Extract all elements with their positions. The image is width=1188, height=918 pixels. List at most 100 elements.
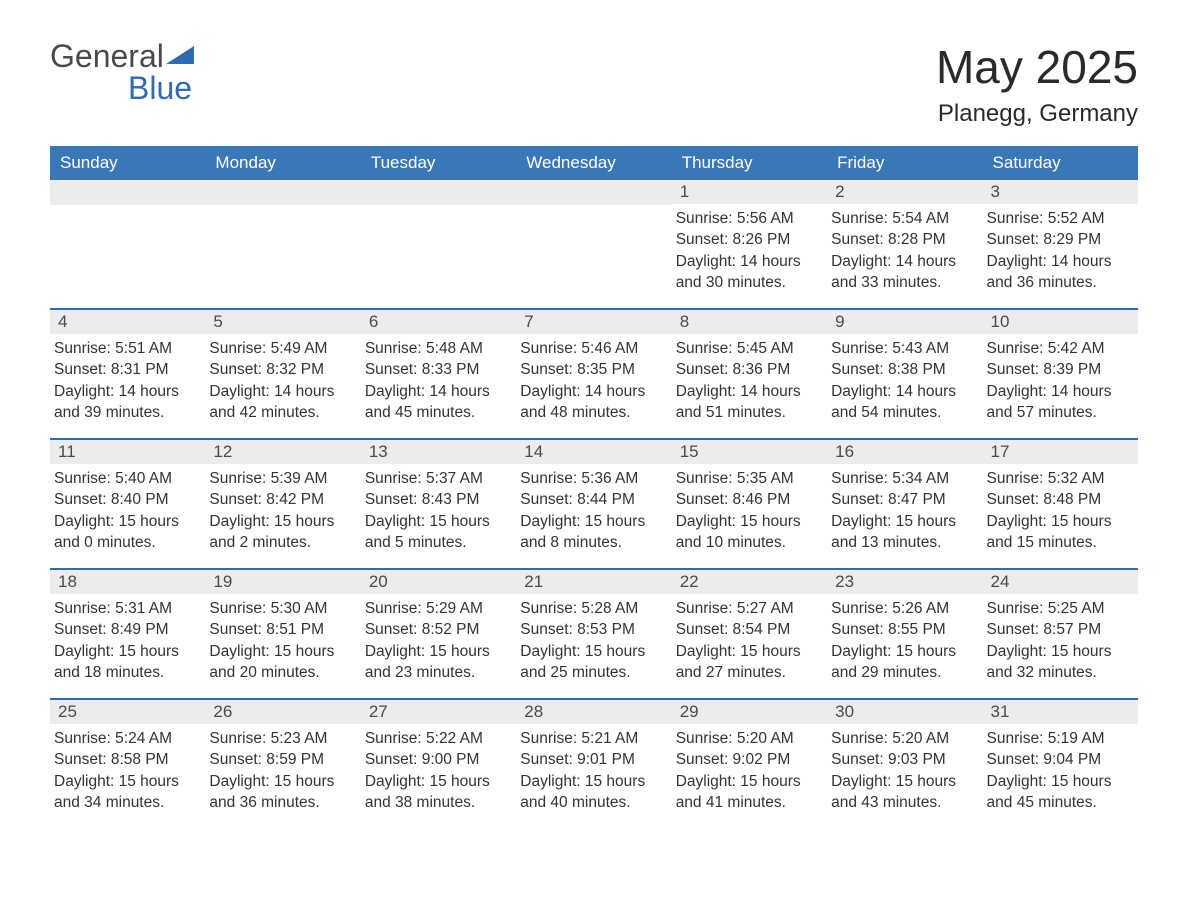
sunrise-text: Sunrise: 5:32 AM bbox=[987, 468, 1130, 489]
daylight-text: Daylight: 15 hours and 29 minutes. bbox=[831, 641, 974, 684]
day-details: Sunrise: 5:23 AMSunset: 8:59 PMDaylight:… bbox=[205, 724, 360, 824]
week-row: 11 Sunrise: 5:40 AMSunset: 8:40 PM Dayligh… bbox=[50, 438, 1138, 568]
sunrise-text: Sunrise: 5:46 AM bbox=[520, 338, 663, 359]
logo-triangle-icon bbox=[166, 44, 196, 71]
day-details: Sunrise: 5:21 AMSunset: 9:01 PMDaylight:… bbox=[516, 724, 671, 824]
sunset-text: Sunset: 9:01 PM bbox=[520, 749, 663, 770]
day-number: 20 bbox=[361, 570, 516, 594]
week-row: 1Sunrise: 5:56 AMSunset: 8:26 PMDaylight… bbox=[50, 180, 1138, 308]
week-row: 25Sunrise: 5:24 AMSunset: 8:58 PMDayligh… bbox=[50, 698, 1138, 828]
day-number: 7 bbox=[516, 310, 671, 334]
sunrise-text: Sunrise: 5:20 AM bbox=[676, 728, 819, 749]
day-number: 8 bbox=[672, 310, 827, 334]
day-number: 21 bbox=[516, 570, 671, 594]
daylight-text: Daylight: 14 hours and 30 minutes. bbox=[676, 251, 819, 294]
day-number: 16 bbox=[827, 440, 982, 464]
month-title: May 2025 bbox=[936, 40, 1138, 94]
day-details: Sunrise: 5:20 AMSunset: 9:02 PMDaylight:… bbox=[672, 724, 827, 824]
daylight-text: Daylight: 15 hours and 8 minutes. bbox=[520, 511, 663, 554]
daylight-text: Daylight: 15 hours and 18 minutes. bbox=[54, 641, 197, 684]
day-cell: 19Sunrise: 5:30 AMSunset: 8:51 PMDayligh… bbox=[205, 570, 360, 698]
day-number: 11 bbox=[50, 440, 205, 464]
day-cell: 17Sunrise: 5:32 AMSunset: 8:48 PMDayligh… bbox=[983, 440, 1138, 568]
day-number: 9 bbox=[827, 310, 982, 334]
sunset-text: Sunset: 8:42 PM bbox=[209, 489, 352, 510]
day-details: Sunrise: 5:48 AMSunset: 8:33 PMDaylight:… bbox=[361, 334, 516, 434]
sunrise-text: Sunrise: 5:45 AM bbox=[676, 338, 819, 359]
daylight-text: Daylight: 15 hours and 38 minutes. bbox=[365, 771, 508, 814]
day-cell: 27Sunrise: 5:22 AMSunset: 9:00 PMDayligh… bbox=[361, 700, 516, 828]
day-number: 19 bbox=[205, 570, 360, 594]
sunrise-text: Sunrise: 5:42 AM bbox=[987, 338, 1130, 359]
day-cell: 20Sunrise: 5:29 AMSunset: 8:52 PMDayligh… bbox=[361, 570, 516, 698]
day-cell: 31Sunrise: 5:19 AMSunset: 9:04 PMDayligh… bbox=[983, 700, 1138, 828]
day-of-week-header: Sunday Monday Tuesday Wednesday Thursday… bbox=[50, 146, 1138, 180]
title-block: May 2025 Planegg, Germany bbox=[936, 40, 1138, 128]
sunrise-text: Sunrise: 5:35 AM bbox=[676, 468, 819, 489]
day-cell: 30Sunrise: 5:20 AMSunset: 9:03 PMDayligh… bbox=[827, 700, 982, 828]
day-number bbox=[205, 180, 360, 205]
day-cell: 2Sunrise: 5:54 AMSunset: 8:28 PMDaylight… bbox=[827, 180, 982, 308]
day-details: Sunrise: 5:37 AMSunset: 8:43 PMDaylight:… bbox=[361, 464, 516, 564]
day-details: Sunrise: 5:24 AMSunset: 8:58 PMDaylight:… bbox=[50, 724, 205, 824]
daylight-text: Daylight: 15 hours and 13 minutes. bbox=[831, 511, 974, 554]
sunset-text: Sunset: 8:40 PM bbox=[54, 489, 197, 510]
dow-sunday: Sunday bbox=[50, 146, 205, 180]
dow-thursday: Thursday bbox=[672, 146, 827, 180]
day-number: 29 bbox=[672, 700, 827, 724]
day-cell: 11Sunrise: 5:40 AMSunset: 8:40 PMDayligh… bbox=[50, 440, 205, 568]
sunset-text: Sunset: 8:54 PM bbox=[676, 619, 819, 640]
sunrise-text: Sunrise: 5:21 AM bbox=[520, 728, 663, 749]
day-number: 24 bbox=[983, 570, 1138, 594]
daylight-text: Daylight: 15 hours and 15 minutes. bbox=[987, 511, 1130, 554]
day-cell: 26Sunrise: 5:23 AMSunset: 8:59 PMDayligh… bbox=[205, 700, 360, 828]
day-details: Sunrise: 5:46 AMSunset: 8:35 PMDaylight:… bbox=[516, 334, 671, 434]
day-cell: 15Sunrise: 5:35 AMSunset: 8:46 PMDayligh… bbox=[672, 440, 827, 568]
daylight-text: Daylight: 15 hours and 36 minutes. bbox=[209, 771, 352, 814]
daylight-text: Daylight: 15 hours and 32 minutes. bbox=[987, 641, 1130, 684]
sunset-text: Sunset: 8:47 PM bbox=[831, 489, 974, 510]
sunrise-text: Sunrise: 5:40 AM bbox=[54, 468, 197, 489]
day-details: Sunrise: 5:56 AMSunset: 8:26 PMDaylight:… bbox=[672, 204, 827, 304]
day-cell: 13Sunrise: 5:37 AMSunset: 8:43 PMDayligh… bbox=[361, 440, 516, 568]
sunrise-text: Sunrise: 5:31 AM bbox=[54, 598, 197, 619]
daylight-text: Daylight: 14 hours and 54 minutes. bbox=[831, 381, 974, 424]
sunset-text: Sunset: 8:53 PM bbox=[520, 619, 663, 640]
daylight-text: Daylight: 14 hours and 39 minutes. bbox=[54, 381, 197, 424]
sunset-text: Sunset: 8:55 PM bbox=[831, 619, 974, 640]
daylight-text: Daylight: 15 hours and 10 minutes. bbox=[676, 511, 819, 554]
sunset-text: Sunset: 8:29 PM bbox=[987, 229, 1130, 250]
sunset-text: Sunset: 8:59 PM bbox=[209, 749, 352, 770]
sunrise-text: Sunrise: 5:19 AM bbox=[987, 728, 1130, 749]
daylight-text: Daylight: 15 hours and 25 minutes. bbox=[520, 641, 663, 684]
sunrise-text: Sunrise: 5:51 AM bbox=[54, 338, 197, 359]
sunset-text: Sunset: 8:35 PM bbox=[520, 359, 663, 380]
sunset-text: Sunset: 8:26 PM bbox=[676, 229, 819, 250]
day-cell: 23Sunrise: 5:26 AMSunset: 8:55 PMDayligh… bbox=[827, 570, 982, 698]
sunrise-text: Sunrise: 5:34 AM bbox=[831, 468, 974, 489]
sunrise-text: Sunrise: 5:37 AM bbox=[365, 468, 508, 489]
day-number: 27 bbox=[361, 700, 516, 724]
daylight-text: Daylight: 14 hours and 51 minutes. bbox=[676, 381, 819, 424]
sunrise-text: Sunrise: 5:56 AM bbox=[676, 208, 819, 229]
day-cell: 25Sunrise: 5:24 AMSunset: 8:58 PMDayligh… bbox=[50, 700, 205, 828]
week-row: 18Sunrise: 5:31 AMSunset: 8:49 PMDayligh… bbox=[50, 568, 1138, 698]
day-number: 15 bbox=[672, 440, 827, 464]
day-details: Sunrise: 5:29 AMSunset: 8:52 PMDaylight:… bbox=[361, 594, 516, 694]
day-cell: 5Sunrise: 5:49 AMSunset: 8:32 PMDaylight… bbox=[205, 310, 360, 438]
day-details: Sunrise: 5:51 AMSunset: 8:31 PMDaylight:… bbox=[50, 334, 205, 434]
logo: General Blue bbox=[50, 40, 196, 104]
day-details: Sunrise: 5:27 AMSunset: 8:54 PMDaylight:… bbox=[672, 594, 827, 694]
day-cell: 12Sunrise: 5:39 AMSunset: 8:42 PMDayligh… bbox=[205, 440, 360, 568]
day-details: Sunrise: 5:43 AMSunset: 8:38 PMDaylight:… bbox=[827, 334, 982, 434]
day-cell bbox=[50, 180, 205, 308]
day-number: 4 bbox=[50, 310, 205, 334]
daylight-text: Daylight: 15 hours and 45 minutes. bbox=[987, 771, 1130, 814]
sunset-text: Sunset: 8:38 PM bbox=[831, 359, 974, 380]
sunset-text: Sunset: 9:00 PM bbox=[365, 749, 508, 770]
daylight-text: Daylight: 15 hours and 40 minutes. bbox=[520, 771, 663, 814]
day-number: 17 bbox=[983, 440, 1138, 464]
day-number: 3 bbox=[983, 180, 1138, 204]
day-details: Sunrise: 5:26 AMSunset: 8:55 PMDaylight:… bbox=[827, 594, 982, 694]
day-details: Sunrise: 5:25 AMSunset: 8:57 PMDaylight:… bbox=[983, 594, 1138, 694]
